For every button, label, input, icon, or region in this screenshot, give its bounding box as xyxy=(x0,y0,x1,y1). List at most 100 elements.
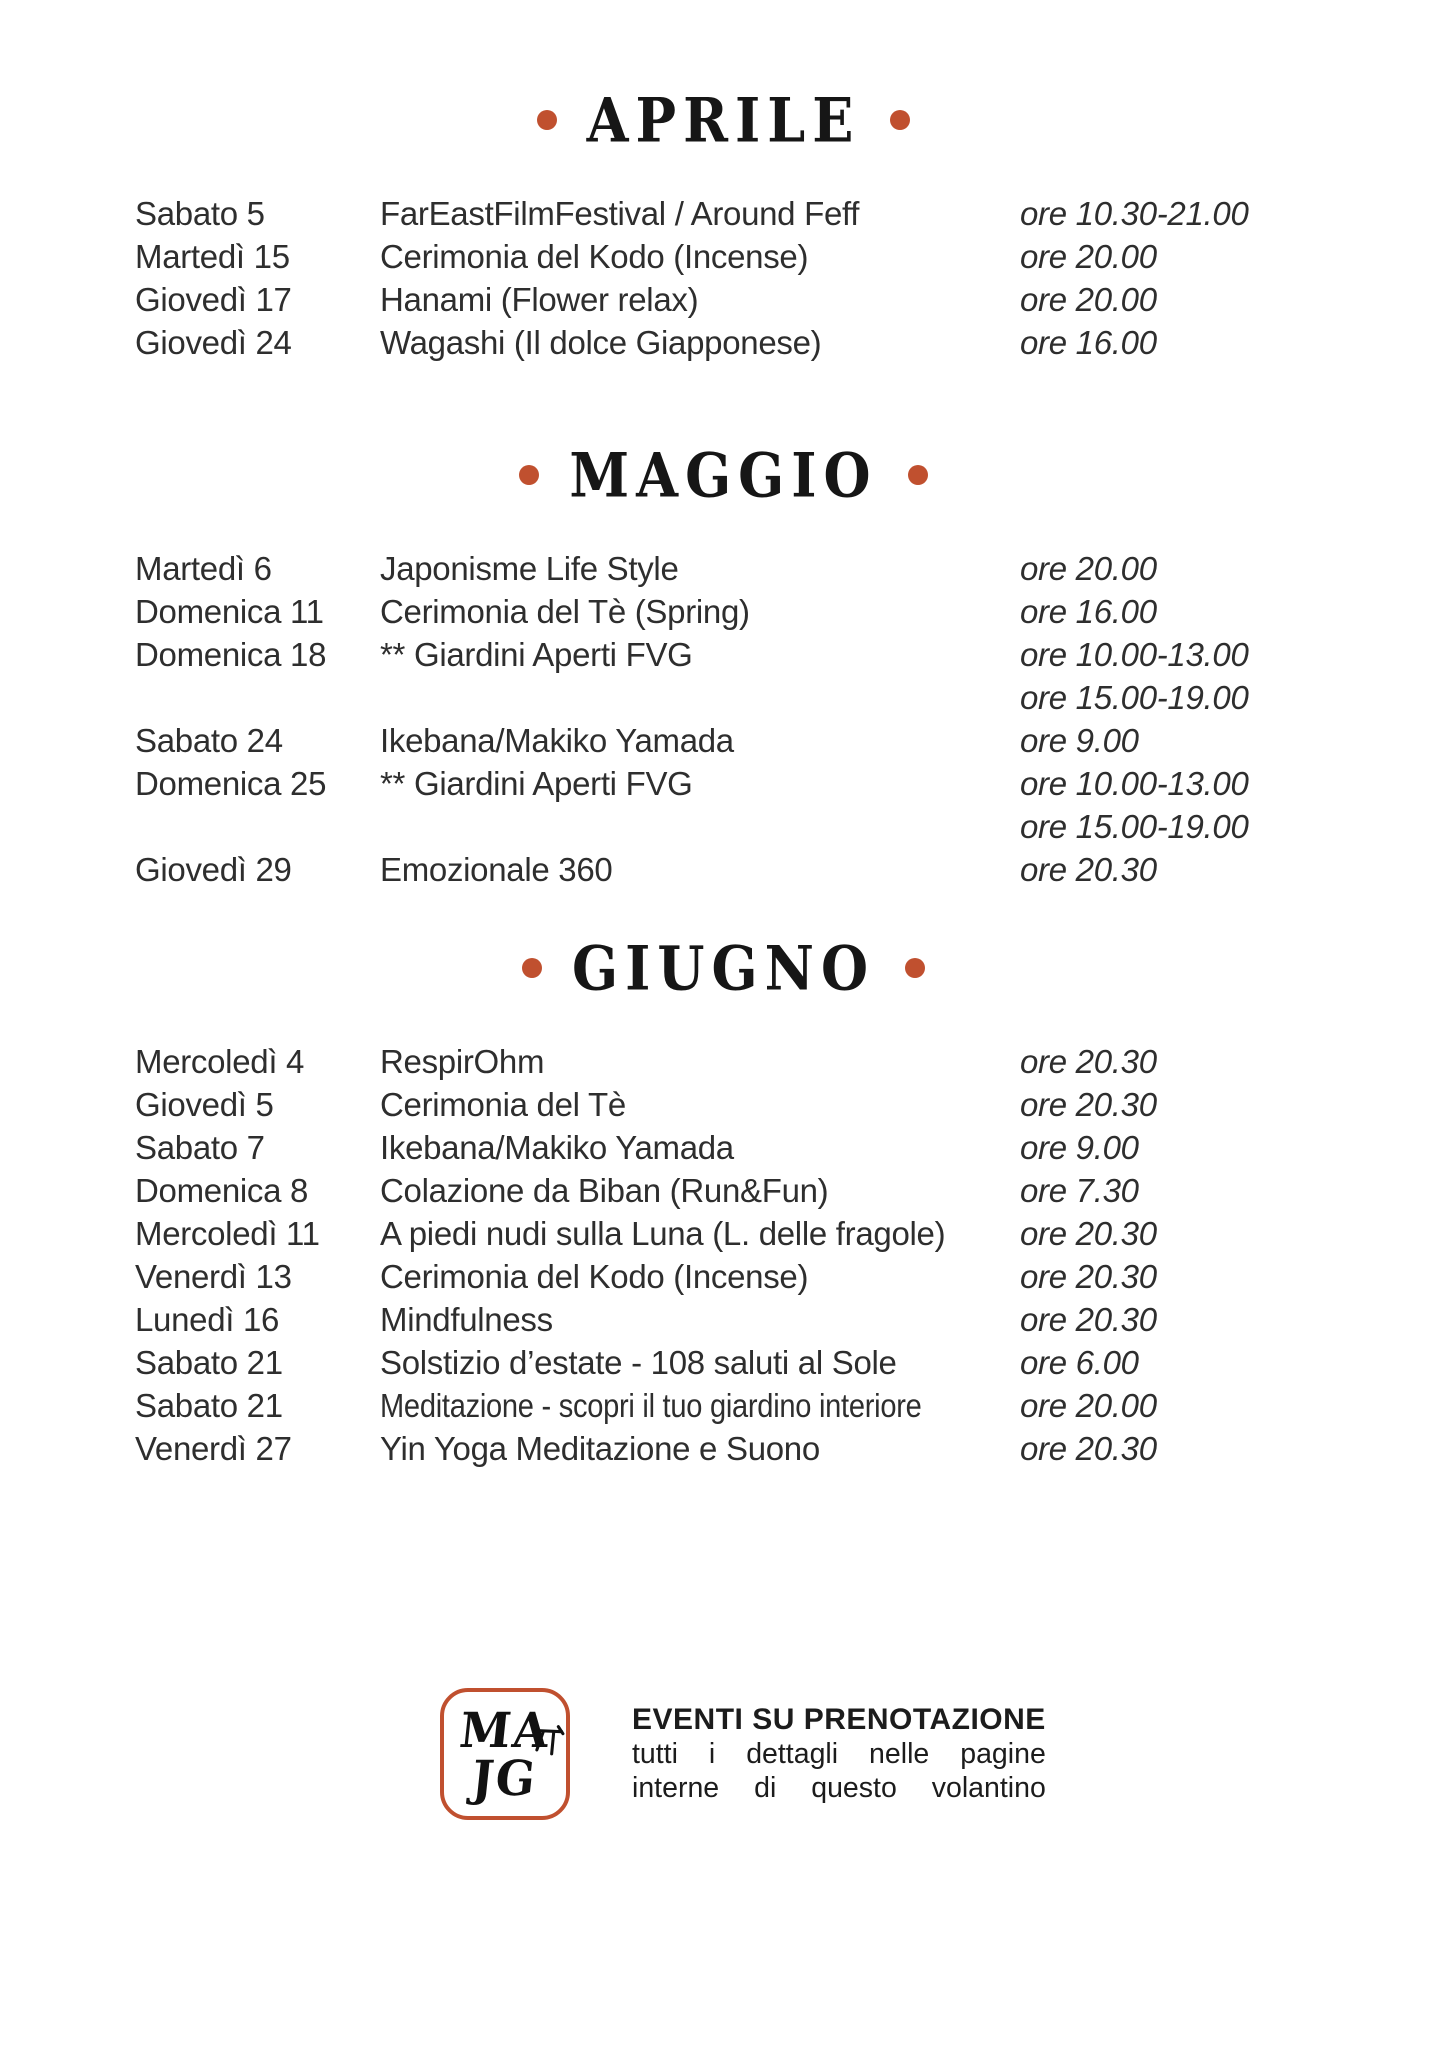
event-time: ore 20.30 xyxy=(1020,1301,1157,1338)
month-section: MAGGIO Martedì 6 Japonisme Life Style or… xyxy=(0,435,1447,891)
accent-dot-left xyxy=(536,110,557,130)
event-title: A piedi nudi sulla Luna (L. delle fragol… xyxy=(380,1215,946,1252)
month-title: GIUGNO xyxy=(572,932,875,1004)
event-day: Martedì 15 xyxy=(135,238,290,275)
event-times: ore 20.00 xyxy=(1020,1384,1325,1427)
booking-note-line-2: interne di questo volantino xyxy=(632,1772,1046,1804)
event-row: Giovedì 24 Wagashi (Il dolce Giapponese)… xyxy=(135,321,1325,364)
event-times: ore 16.00 xyxy=(1020,321,1325,364)
event-title: Yin Yoga Meditazione e Suono xyxy=(380,1430,820,1467)
event-times: ore 6.00 xyxy=(1020,1341,1325,1384)
month-section: APRILE Sabato 5 FarEastFilmFestival / Ar… xyxy=(0,80,1447,364)
event-day: Lunedì 16 xyxy=(135,1301,280,1338)
event-times: ore 10.00-13.00 ore 15.00-19.00 xyxy=(1020,633,1325,719)
booking-note: EVENTI SU PRENOTAZIONE tutti i dettagli … xyxy=(632,1703,1046,1805)
event-row: Sabato 5 FarEastFilmFestival / Around Fe… xyxy=(135,192,1325,235)
event-day: Sabato 21 xyxy=(135,1387,283,1424)
event-day: Domenica 25 xyxy=(135,765,327,802)
event-day: Sabato 5 xyxy=(135,195,265,232)
month-title: MAGGIO xyxy=(569,439,878,511)
event-title: ** Giardini Aperti FVG xyxy=(380,765,693,802)
event-title: Solstizio d’estate - 108 saluti al Sole xyxy=(380,1344,897,1381)
month-section: GIUGNO Mercoledì 4 RespirOhm ore 20.30 G… xyxy=(0,928,1447,1470)
event-time: ore 9.00 xyxy=(1020,1129,1139,1166)
event-title: RespirOhm xyxy=(380,1043,545,1080)
event-time: ore 16.00 xyxy=(1020,593,1157,630)
event-title: Cerimonia del Kodo (Incense) xyxy=(380,238,809,275)
event-times: ore 20.00 xyxy=(1020,547,1325,590)
event-title: Cerimonia del Tè xyxy=(380,1086,626,1123)
month-header: GIUGNO xyxy=(0,928,1447,1008)
accent-dot-right xyxy=(890,110,911,130)
event-time: ore 15.00-19.00 xyxy=(1020,808,1249,845)
event-title: Ikebana/Makiko Yamada xyxy=(380,722,734,759)
event-row: Sabato 7 Ikebana/Makiko Yamada ore 9.00 xyxy=(135,1126,1325,1169)
event-row: Venerdì 13 Cerimonia del Kodo (Incense) … xyxy=(135,1255,1325,1298)
event-title: FarEastFilmFestival / Around Feff xyxy=(380,195,860,232)
event-time: ore 7.30 xyxy=(1020,1172,1139,1209)
majg-logo: MA JG xyxy=(440,1688,570,1820)
event-day: Domenica 18 xyxy=(135,636,327,673)
event-time: ore 10.00-13.00 xyxy=(1020,636,1249,673)
month-header: APRILE xyxy=(0,80,1447,160)
event-row: Martedì 15 Cerimonia del Kodo (Incense) … xyxy=(135,235,1325,278)
event-time: ore 20.00 xyxy=(1020,1387,1157,1424)
event-row: Giovedì 17 Hanami (Flower relax) ore 20.… xyxy=(135,278,1325,321)
event-times: ore 20.30 xyxy=(1020,1298,1325,1341)
event-row: Sabato 21 Meditazione - scopri il tuo gi… xyxy=(135,1384,1325,1427)
event-row: Domenica 8 Colazione da Biban (Run&Fun) … xyxy=(135,1169,1325,1212)
event-day: Sabato 21 xyxy=(135,1344,283,1381)
event-day: Giovedì 5 xyxy=(135,1086,274,1123)
event-times: ore 7.30 xyxy=(1020,1169,1325,1212)
event-title: Japonisme Life Style xyxy=(380,550,679,587)
event-day: Giovedì 29 xyxy=(135,851,292,888)
event-day: Mercoledì 11 xyxy=(135,1215,320,1252)
event-times: ore 20.30 xyxy=(1020,1040,1325,1083)
event-times: ore 9.00 xyxy=(1020,1126,1325,1169)
month-rows: Mercoledì 4 RespirOhm ore 20.30 Giovedì … xyxy=(135,1040,1325,1470)
event-times: ore 10.30-21.00 xyxy=(1020,192,1325,235)
accent-dot-left xyxy=(519,465,540,485)
event-time: ore 20.00 xyxy=(1020,238,1157,275)
event-times: ore 20.30 xyxy=(1020,1427,1325,1470)
event-title: ** Giardini Aperti FVG xyxy=(380,636,693,673)
event-time: ore 20.30 xyxy=(1020,1430,1157,1467)
month-title: APRILE xyxy=(586,84,861,156)
event-time: ore 9.00 xyxy=(1020,722,1139,759)
event-time: ore 20.00 xyxy=(1020,550,1157,587)
event-row: Mercoledì 11 A piedi nudi sulla Luna (L.… xyxy=(135,1212,1325,1255)
event-title: Cerimonia del Kodo (Incense) xyxy=(380,1258,809,1295)
logo-text-bottom: JG xyxy=(469,1749,541,1807)
event-row: Sabato 21 Solstizio d’estate - 108 salut… xyxy=(135,1341,1325,1384)
event-time: ore 15.00-19.00 xyxy=(1020,679,1249,716)
event-time: ore 20.30 xyxy=(1020,1215,1157,1252)
event-times: ore 9.00 xyxy=(1020,719,1325,762)
accent-dot-left xyxy=(522,958,542,978)
event-title: Cerimonia del Tè (Spring) xyxy=(380,593,750,630)
event-row: Domenica 18 ** Giardini Aperti FVG ore 1… xyxy=(135,633,1325,719)
event-time: ore 20.30 xyxy=(1020,1258,1157,1295)
month-header: MAGGIO xyxy=(0,435,1447,515)
event-title: Colazione da Biban (Run&Fun) xyxy=(380,1172,829,1209)
event-row: Giovedì 5 Cerimonia del Tè ore 20.30 xyxy=(135,1083,1325,1126)
event-time: ore 16.00 xyxy=(1020,324,1157,361)
event-title: Wagashi (Il dolce Giapponese) xyxy=(380,324,822,361)
event-times: ore 10.00-13.00 ore 15.00-19.00 xyxy=(1020,762,1325,848)
event-day: Domenica 8 xyxy=(135,1172,309,1209)
event-day: Sabato 24 xyxy=(135,722,283,759)
event-title: Meditazione - scopri il tuo giardino int… xyxy=(380,1387,922,1424)
event-row: Giovedì 29 Emozionale 360 ore 20.30 xyxy=(135,848,1325,891)
event-title: Hanami (Flower relax) xyxy=(380,281,699,318)
accent-dot-right xyxy=(904,958,925,978)
month-rows: Martedì 6 Japonisme Life Style ore 20.00… xyxy=(135,547,1325,891)
event-time: ore 10.00-13.00 xyxy=(1020,765,1249,802)
booking-note-line-1: tutti i dettagli nelle pagine xyxy=(632,1738,1046,1770)
event-times: ore 20.30 xyxy=(1020,1212,1325,1255)
event-row: Martedì 6 Japonisme Life Style ore 20.00 xyxy=(135,547,1325,590)
event-day: Martedì 6 xyxy=(135,550,272,587)
event-title: Emozionale 360 xyxy=(380,851,613,888)
event-times: ore 16.00 xyxy=(1020,590,1325,633)
event-day: Domenica 11 xyxy=(135,593,324,630)
